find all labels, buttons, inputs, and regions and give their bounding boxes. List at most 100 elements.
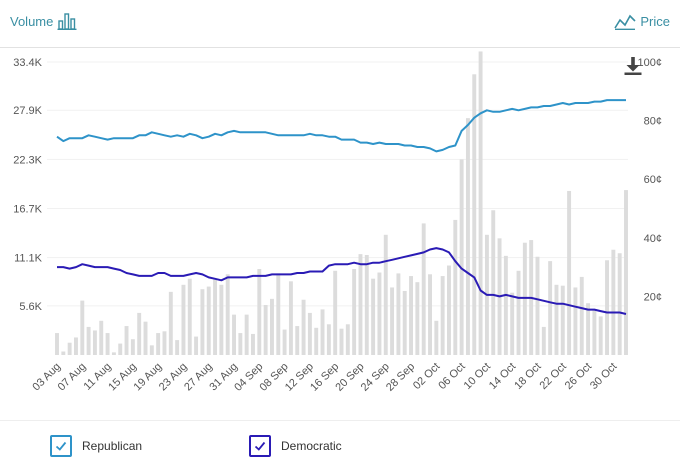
volume-bar: [111, 352, 116, 355]
price-toggle[interactable]: Price: [614, 12, 670, 30]
line-chart-icon: [614, 12, 636, 30]
volume-bar: [263, 304, 268, 355]
volume-bar: [137, 312, 142, 355]
series-line-republican: [56, 99, 626, 153]
price-lines: [56, 99, 627, 315]
volume-bar: [415, 282, 420, 355]
volume-bar: [118, 343, 123, 355]
volume-bar: [86, 326, 91, 355]
left-axis-tick-label: 22.3K: [13, 154, 42, 166]
volume-bar: [440, 276, 445, 355]
volume-bar: [288, 281, 293, 355]
volume-bar: [548, 261, 553, 355]
volume-bar: [396, 273, 401, 355]
x-axis-tick-label: 14 Oct: [487, 361, 518, 392]
volume-bar: [586, 303, 591, 355]
volume-bar: [503, 255, 508, 355]
volume-bar: [333, 270, 338, 355]
checkbox-icon[interactable]: [50, 435, 72, 457]
right-axis-ticks: 20¢ 40¢ 60¢ 80¢ 100¢: [638, 57, 662, 303]
left-axis-tick-label: 33.4K: [13, 57, 42, 69]
legend-item-republican[interactable]: Republican: [50, 435, 142, 457]
volume-bar: [162, 331, 167, 355]
volume-bar: [428, 274, 432, 355]
download-button[interactable]: [623, 56, 643, 81]
left-axis-ticks: 5.6K 11.1K 16.7K 22.3K 27.9K 33.4K: [13, 57, 42, 313]
x-axis-tick-label: 10 Oct: [462, 361, 493, 392]
download-icon: [624, 57, 642, 75]
volume-bar: [402, 290, 407, 355]
volume-bar: [453, 219, 458, 355]
volume-bar: [61, 351, 66, 355]
legend-label: Democratic: [281, 439, 342, 453]
volume-bar: [92, 330, 97, 355]
volume-bar: [244, 314, 249, 355]
volume-bar: [478, 51, 483, 355]
volume-bar: [282, 329, 287, 355]
volume-bar: [459, 159, 464, 355]
volume-bar: [624, 190, 628, 355]
volume-bar: [74, 337, 78, 355]
volume-bar: [535, 256, 540, 355]
volume-bar: [200, 289, 205, 355]
volume-toggle[interactable]: Volume: [10, 12, 77, 30]
legend-item-democratic[interactable]: Democratic: [249, 435, 342, 457]
right-axis-tick-label: 80¢: [644, 116, 662, 128]
volume-bar: [573, 287, 578, 355]
volume-bar: [421, 223, 426, 355]
volume-bar: [345, 324, 350, 355]
volume-bar: [225, 274, 230, 355]
grid-lines: [47, 61, 628, 307]
bar-chart-icon: [57, 12, 77, 30]
right-axis-tick-label: 20¢: [644, 291, 662, 303]
volume-bar: [592, 310, 597, 355]
x-axis-tick-label: 18 Oct: [512, 361, 543, 392]
volume-bar: [598, 316, 603, 355]
volume-bar: [541, 326, 546, 355]
x-axis-tick-label: 07 Aug: [56, 361, 89, 394]
chart-toolbar: Volume Price: [0, 0, 680, 48]
x-axis-tick-label: 30 Oct: [588, 361, 619, 392]
volume-bar: [390, 287, 395, 355]
volume-bar: [465, 118, 470, 356]
left-axis-tick-label: 27.9K: [13, 105, 42, 117]
left-axis-tick-label: 16.7K: [13, 204, 42, 216]
volume-bar: [232, 314, 236, 355]
volume-bar: [605, 260, 609, 355]
x-axis-tick-label: 22 Oct: [537, 361, 568, 392]
volume-price-chart: 5.6K 11.1K 16.7K 22.3K 27.9K 33.4K 20¢ 40¢ 60¢ 8…: [13, 51, 662, 394]
volume-bar: [301, 299, 306, 355]
x-axis-tick-label: 26 Oct: [563, 361, 594, 392]
volume-bar: [472, 74, 477, 355]
right-axis-tick-label: 60¢: [644, 174, 662, 186]
price-label: Price: [640, 13, 670, 29]
volume-bar: [554, 284, 559, 355]
x-axis-tick-label: 06 Oct: [436, 361, 467, 392]
volume-bar: [326, 324, 331, 355]
volume-bar: [219, 284, 224, 355]
volume-bar: [194, 336, 199, 355]
volume-bar: [156, 333, 161, 355]
volume-bar: [295, 326, 300, 355]
volume-bar: [99, 320, 104, 355]
volume-bar: [617, 253, 622, 355]
left-axis-tick-label: 5.6K: [19, 301, 42, 313]
volume-bar: [447, 265, 451, 355]
volume-bar: [320, 309, 325, 355]
checkbox-icon[interactable]: [249, 435, 271, 457]
volume-bar: [124, 326, 129, 355]
left-axis-tick-label: 11.1K: [14, 253, 43, 265]
volume-bar: [269, 298, 274, 355]
volume-bar: [314, 327, 319, 355]
volume-bar: [371, 278, 376, 355]
volume-bar: [491, 210, 496, 355]
volume-bar: [238, 333, 243, 355]
volume-bar: [80, 300, 85, 355]
volume-bar: [105, 333, 110, 355]
right-axis-tick-label: 40¢: [644, 233, 662, 245]
volume-bar: [383, 234, 388, 355]
right-axis-tick-label: 100¢: [638, 57, 662, 69]
volume-bar: [67, 342, 72, 355]
volume-bar: [611, 249, 616, 355]
